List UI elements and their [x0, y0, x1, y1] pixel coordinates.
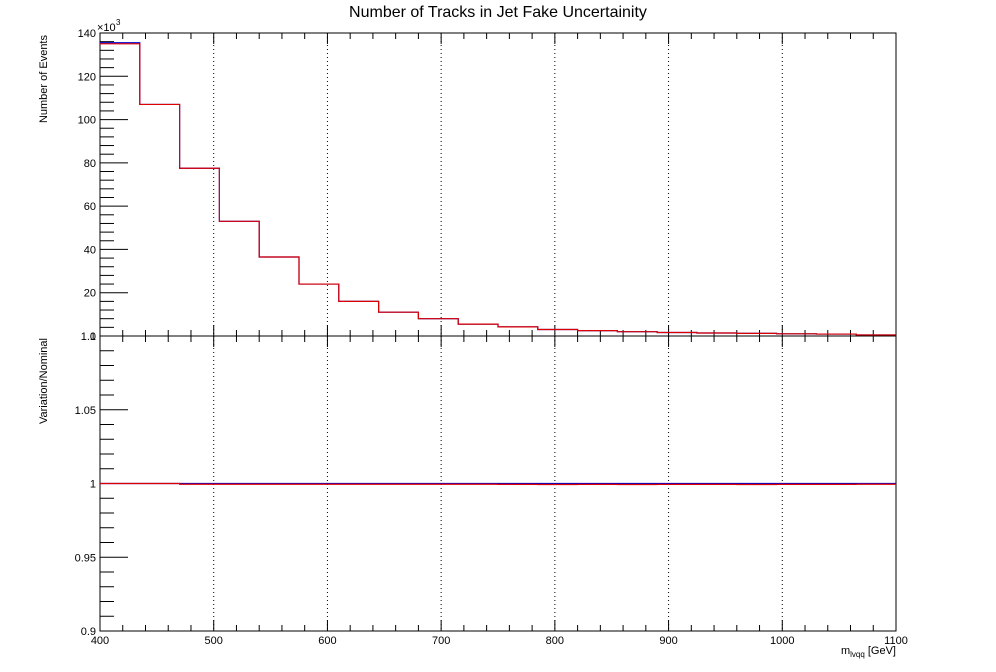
- top-y-tick-label: 20: [84, 288, 96, 300]
- chart-title: Number of Tracks in Jet Fake Uncertainit…: [349, 4, 647, 21]
- top-y-zero-label: 0: [90, 331, 96, 343]
- bottom-y-tick-label: 1.1: [81, 331, 96, 343]
- x-tick-label: 800: [546, 635, 564, 647]
- bottom-y-tick-label: 0.95: [75, 552, 96, 564]
- top-y-tick-label: 120: [78, 71, 96, 83]
- x-tick-label: 700: [432, 635, 450, 647]
- y-exponent-label: ×10: [97, 22, 116, 34]
- top-panel: 20 40 60 80 100 120 140 Number of Events ×10 3 0: [38, 18, 897, 343]
- bottom-y-tick-label: 1.05: [75, 405, 96, 417]
- x-tick-label: 1100: [884, 635, 908, 647]
- top-y-tick-label: 140: [78, 28, 96, 40]
- bottom-series-variation-line: [100, 482, 896, 486]
- top-y-tick-label: 60: [84, 201, 96, 213]
- x-tick-label: 500: [205, 635, 223, 647]
- y-exponent-power: 3: [116, 18, 121, 27]
- bottom-y-tick-label: 0.9: [81, 626, 96, 638]
- bottom-y-tick-label: 1: [90, 479, 96, 491]
- bottom-panel: 0.9 0.95 1 1.05 1.1 Variation/Nominal 400 500 60…: [38, 331, 908, 659]
- x-tick-label: 1000: [770, 635, 794, 647]
- top-y-tick-label: 80: [84, 158, 96, 170]
- x-axis-label: mlvqq [GeV]: [841, 645, 896, 659]
- top-y-tick-label: 100: [78, 115, 96, 127]
- bottom-y-axis-label: Variation/Nominal: [38, 338, 50, 424]
- x-tick-label: 600: [318, 635, 336, 647]
- top-series-variation-line: [100, 43, 896, 336]
- x-tick-label: 900: [659, 635, 677, 647]
- x-tick-label: 400: [91, 635, 109, 647]
- top-y-axis-label: Number of Events: [38, 35, 50, 124]
- top-y-tick-label: 40: [84, 244, 96, 256]
